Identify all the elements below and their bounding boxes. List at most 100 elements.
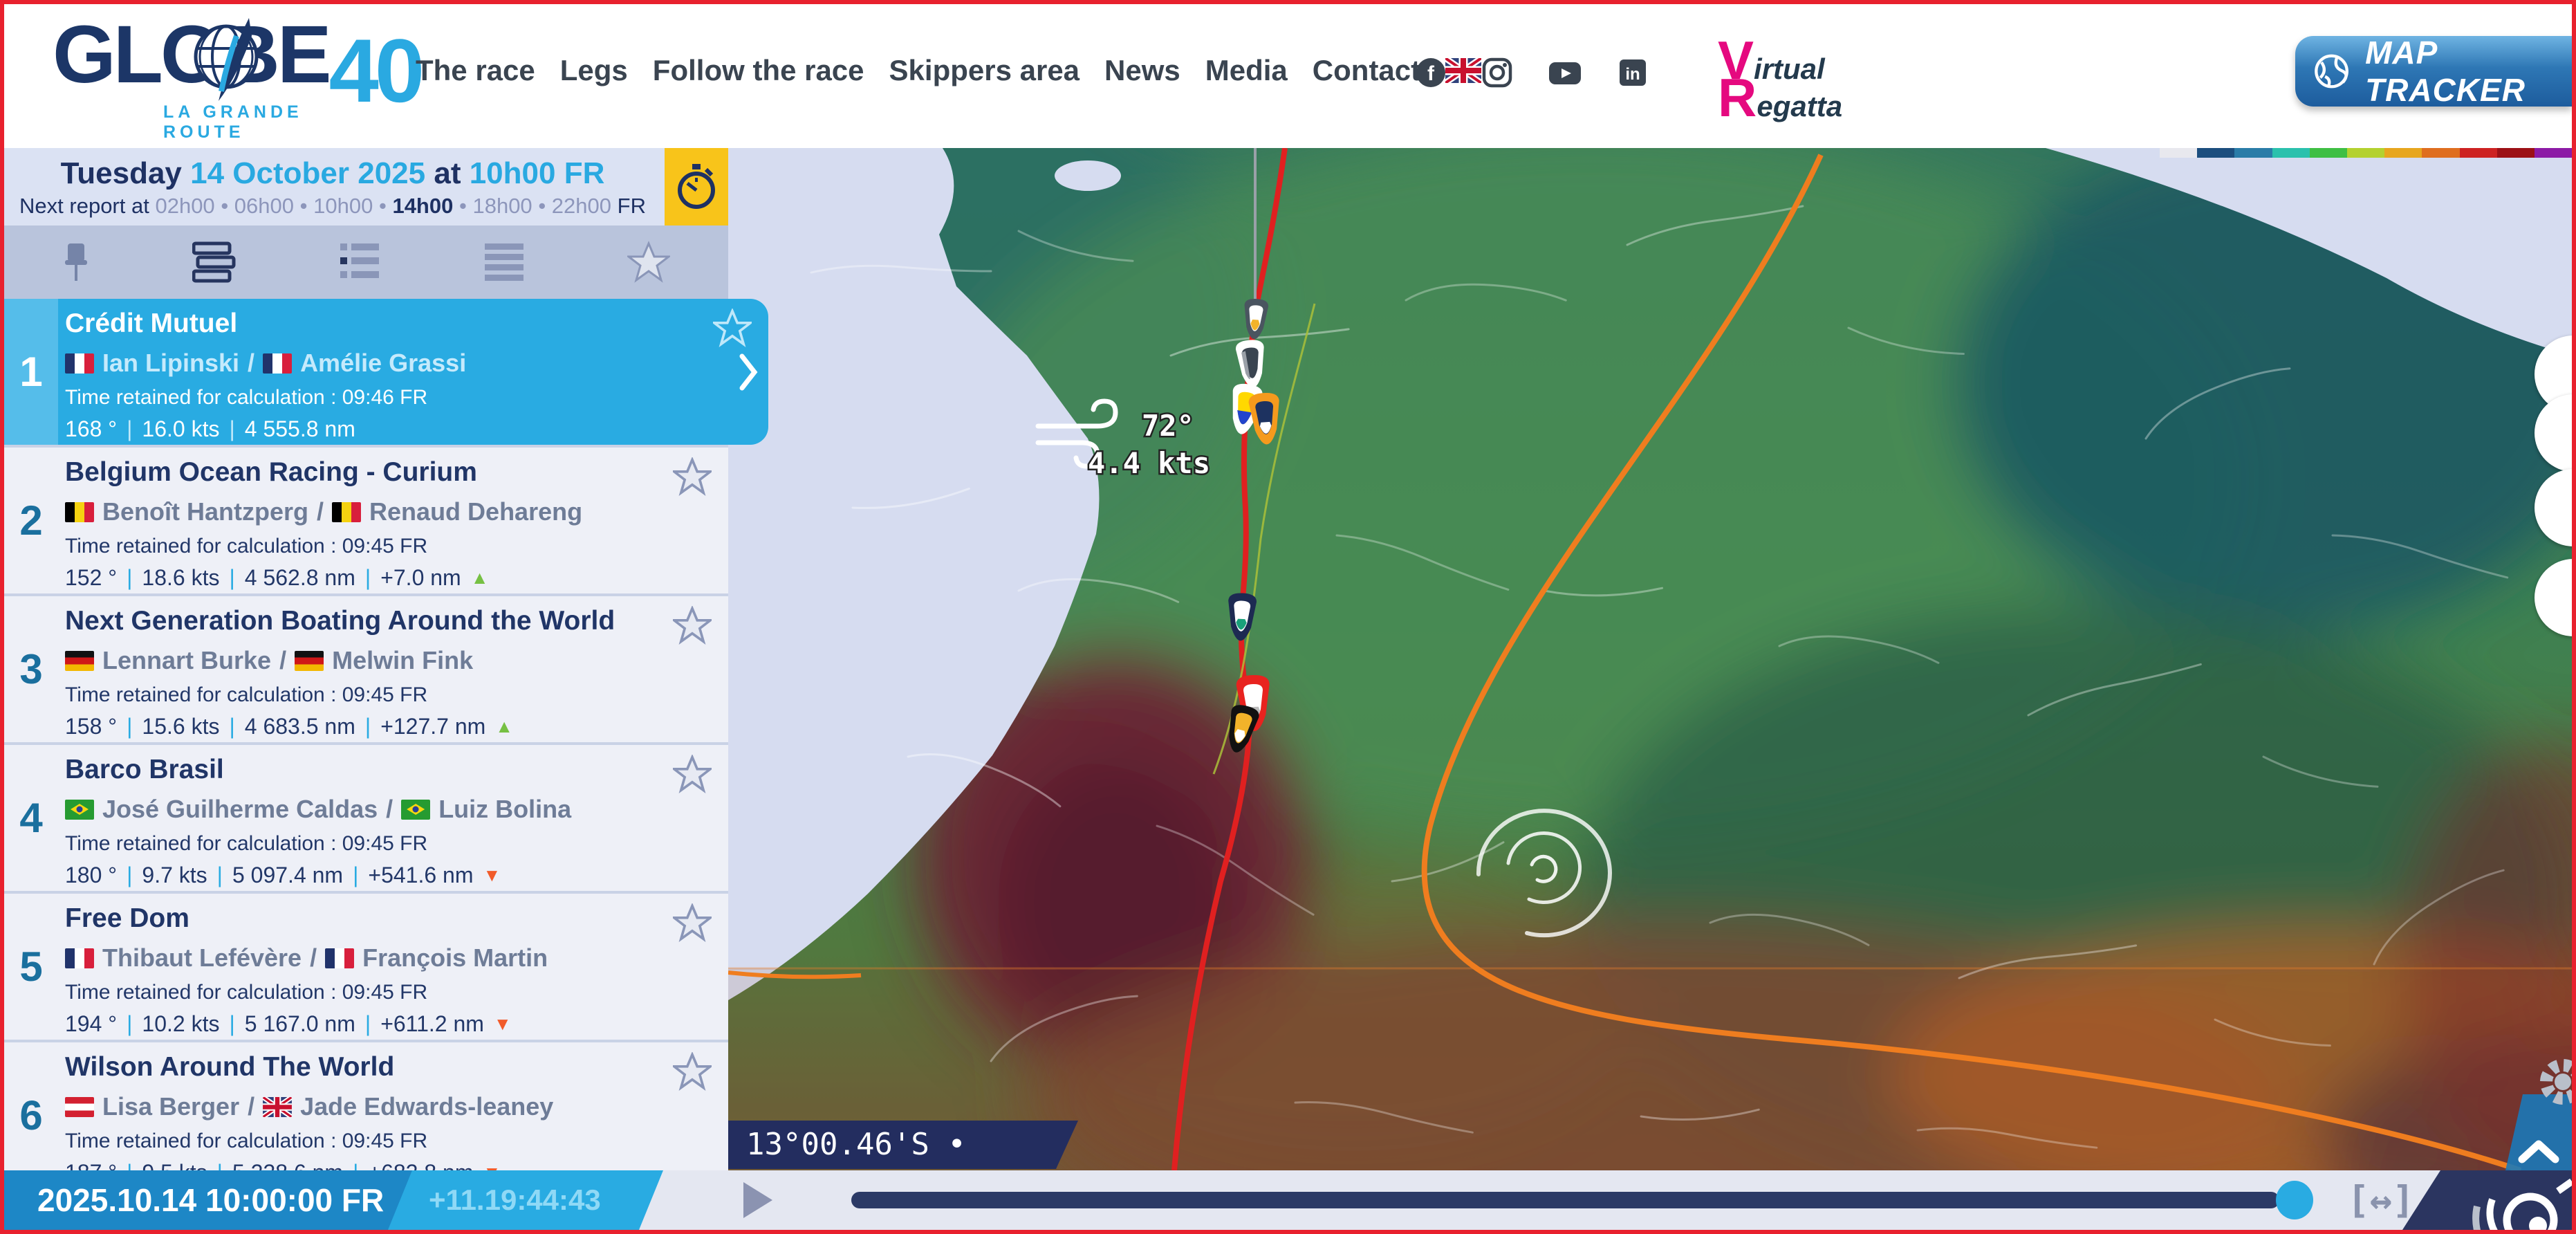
skippers: Benoît Hantzperg / Renaud Dehareng [65, 497, 728, 526]
favorite-star-icon[interactable] [673, 606, 712, 645]
pin-icon[interactable] [62, 241, 90, 284]
report-time-14h00[interactable]: 14h00 [392, 194, 454, 218]
globe40-logo[interactable]: GLOBE40 LA GRANDE ROUTE [53, 14, 425, 142]
timer-button[interactable] [665, 148, 728, 225]
linkedin-icon[interactable]: in [1617, 57, 1649, 89]
rank-number: 3 [19, 646, 43, 692]
report-time-22h00[interactable]: 22h00 [551, 194, 612, 218]
report-time-06h00[interactable]: 06h00 [234, 194, 295, 218]
boat-orange-navy [1248, 392, 1279, 445]
facebook-icon[interactable]: f [1415, 57, 1447, 89]
leaderboard-row-2[interactable]: 2 Belgium Ocean Racing - Curium Benoît H… [4, 448, 728, 593]
report-time-02h00[interactable]: 02h00 [155, 194, 215, 218]
trend-down-icon: ▼ [483, 1162, 501, 1170]
nav-follow-the-race[interactable]: Follow the race [652, 54, 864, 86]
time-retained: Time retained for calculation : 09:45 FR [65, 683, 428, 706]
cyclone-swirl [1476, 809, 1612, 938]
nav-legs[interactable]: Legs [559, 54, 628, 86]
chevron-right-icon[interactable] [738, 352, 759, 392]
team-name: Free Dom [65, 903, 189, 933]
flag-de-icon [295, 650, 324, 671]
stopwatch-icon [678, 164, 715, 209]
youtube-icon[interactable] [1548, 57, 1582, 89]
cards-view-icon[interactable] [192, 241, 237, 284]
vr-egatta: egatta [1757, 89, 1843, 122]
favorite-star-icon[interactable] [673, 903, 712, 942]
leaderboard-row-6[interactable]: 6 Wilson Around The World Lisa Berger / Ja… [4, 1042, 728, 1170]
lines-view-icon[interactable] [483, 241, 525, 284]
rank-number: 2 [19, 497, 43, 544]
svg-text:in: in [1625, 65, 1640, 84]
boat-navy-green [1228, 593, 1257, 641]
favorite-star-icon[interactable] [673, 1052, 712, 1091]
trend-up-icon: ▲ [470, 567, 489, 588]
nav-contact[interactable]: Contact [1312, 54, 1421, 86]
leaderboard-row-1[interactable]: 1 Crédit Mutuel Ian Lipinski / Amélie Gras… [4, 299, 768, 445]
land-brazil-coast [728, 148, 1100, 1000]
rank-number: 4 [19, 795, 43, 841]
land-africa-coast [2046, 148, 2572, 356]
next-report-line: Next report at 02h00 • 06h00 • 10h00 • 1… [19, 194, 646, 218]
footer-corner [2402, 1170, 2572, 1230]
gear-icon[interactable] [2539, 1054, 2572, 1109]
favorites-star-icon[interactable] [627, 241, 670, 284]
report-date-line: Tuesday 14 October 2025 at 10h00 FR [60, 156, 605, 190]
map-tracker-label: MAP TRACKER [2365, 35, 2526, 108]
vr-irtual: irtual [1754, 53, 1825, 85]
stats-line: 180 ° | 9.7 kts | 5 097.4 nm | +541.6 nm ▼ [65, 863, 501, 887]
brand-name: GLOBE [53, 9, 332, 100]
flag-fr-icon [263, 353, 293, 374]
team-name: Next Generation Boating Around the World [65, 606, 615, 636]
flag-be-icon [65, 501, 94, 522]
flag-fr-icon [65, 353, 94, 374]
skippers: Lisa Berger / Jade Edwards-leaney [65, 1092, 728, 1121]
brand-tagline: LA GRANDE ROUTE [163, 102, 303, 142]
favorite-star-icon[interactable] [673, 457, 712, 496]
current-datetime: 2025.10.14 10:00:00 FR [4, 1170, 412, 1230]
instagram-icon[interactable] [1481, 57, 1513, 89]
flag-be-icon [332, 501, 362, 522]
skippers: Lennart Burke / Melwin Fink [65, 646, 728, 675]
timeline-knob[interactable] [2276, 1181, 2313, 1219]
boat-grey-white [1244, 298, 1269, 340]
favorite-star-icon[interactable] [673, 755, 712, 793]
land-island [1055, 160, 1121, 191]
virtual-regatta-logo[interactable]: Virtual Regatta [1718, 33, 1843, 125]
wind-colorbar [2160, 148, 2572, 158]
boat-white-dark [1236, 340, 1264, 388]
play-button[interactable] [743, 1182, 772, 1218]
nav-news[interactable]: News [1104, 54, 1180, 86]
rank-number: 1 [4, 299, 58, 445]
timeline-slider[interactable] [851, 1181, 2313, 1219]
team-name: Wilson Around The World [65, 1052, 395, 1082]
svg-text:f: f [1427, 62, 1435, 85]
flag-at-icon [65, 1096, 94, 1117]
time-retained: Time retained for calculation : 09:45 FR [65, 981, 428, 1004]
leaderboard-row-4[interactable]: 4 Barco Brasil José Guilherme Caldas / Lui… [4, 745, 728, 891]
flag-fr-icon [65, 948, 94, 968]
nav-skippers-area[interactable]: Skippers area [889, 54, 1080, 86]
report-time-10h00[interactable]: 10h00 [313, 194, 373, 218]
favorite-star-icon[interactable] [713, 308, 752, 347]
map-tracker-button[interactable]: MAP TRACKER [2295, 35, 2572, 108]
report-time-18h00[interactable]: 18h00 [472, 194, 532, 218]
stats-line: 158 ° | 15.6 kts | 4 683.5 nm | +127.7 nm ▲ [65, 714, 514, 739]
trend-down-icon: ▼ [483, 865, 501, 885]
uk-flag-icon[interactable] [1445, 58, 1482, 83]
rank-number: 6 [19, 1092, 43, 1139]
team-name: Crédit Mutuel [65, 308, 238, 338]
boat-markers[interactable] [1222, 298, 1282, 756]
list-view-icon[interactable] [339, 241, 380, 284]
fit-timeline-button[interactable]: [↔] [2347, 1178, 2415, 1222]
race-map[interactable]: 72° 4.4 kts 13°00.46'S • 042°51.42'W [728, 148, 2572, 1170]
leaderboard-row-3[interactable]: 3 Next Generation Boating Around the Wor… [4, 596, 728, 742]
leaderboard-row-5[interactable]: 5 Free Dom Thibaut Lefévère / François Mar… [4, 894, 728, 1040]
nav-the-race[interactable]: The race [416, 54, 535, 86]
flag-fr-icon [325, 948, 355, 968]
globe-tracker-icon [2315, 54, 2348, 89]
chevron-up-icon [2518, 1140, 2559, 1163]
replay-camera-icon[interactable] [2402, 1170, 2572, 1230]
cursor-coordinates: 13°00.46'S • 042°51.42'W [728, 1121, 1078, 1169]
nav-media[interactable]: Media [1205, 54, 1288, 86]
